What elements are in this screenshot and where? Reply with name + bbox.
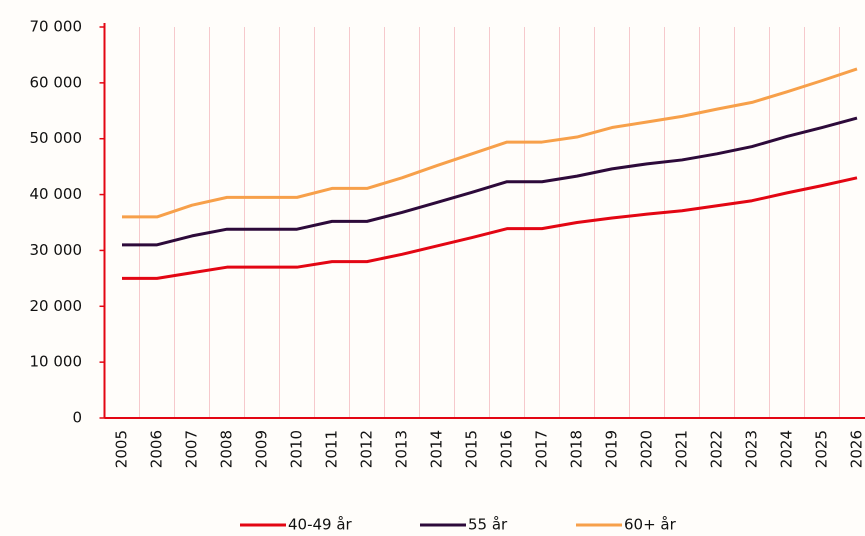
y-tick-label: 40 000 (30, 185, 83, 203)
x-tick-label: 2018 (568, 430, 586, 468)
series-line (122, 176, 858, 280)
x-tick-label: 2019 (603, 430, 621, 468)
legend-label: 55 år (468, 516, 508, 534)
legend-label: 40-49 år (288, 516, 353, 534)
y-tick-label: 20 000 (30, 297, 83, 315)
y-tick-label: 50 000 (30, 129, 83, 147)
x-tick-label: 2008 (218, 430, 236, 468)
series-line (122, 116, 858, 247)
x-tick-label: 2023 (743, 430, 761, 468)
y-tick-label: 10 000 (30, 353, 83, 371)
x-tick-label: 2009 (253, 430, 271, 468)
x-tick-label: 2007 (183, 430, 201, 468)
x-tick-label: 2005 (113, 430, 131, 468)
x-tick-label: 2013 (393, 430, 411, 468)
x-tick-label: 2020 (638, 430, 656, 468)
y-tick-label: 70 000 (30, 18, 83, 36)
x-tick-label: 2016 (498, 430, 516, 468)
x-tick-label: 2010 (288, 430, 306, 468)
x-tick-label: 2022 (708, 430, 726, 468)
x-tick-label: 2017 (533, 430, 551, 468)
x-tick-label: 2026 (848, 430, 865, 468)
y-tick-label: 0 (72, 409, 82, 427)
x-tick-label: 2024 (778, 430, 796, 468)
legend-label: 60+ år (624, 516, 677, 534)
x-tick-label: 2011 (323, 430, 341, 468)
y-tick-label: 60 000 (30, 73, 83, 91)
x-tick-label: 2014 (428, 430, 446, 468)
x-tick-label: 2012 (358, 430, 376, 468)
y-tick-label: 30 000 (30, 241, 83, 259)
series-line (122, 67, 858, 219)
x-tick-label: 2021 (673, 430, 691, 468)
x-tick-label: 2006 (148, 430, 166, 468)
x-tick-label: 2015 (463, 430, 481, 468)
x-tick-label: 2025 (813, 430, 831, 468)
